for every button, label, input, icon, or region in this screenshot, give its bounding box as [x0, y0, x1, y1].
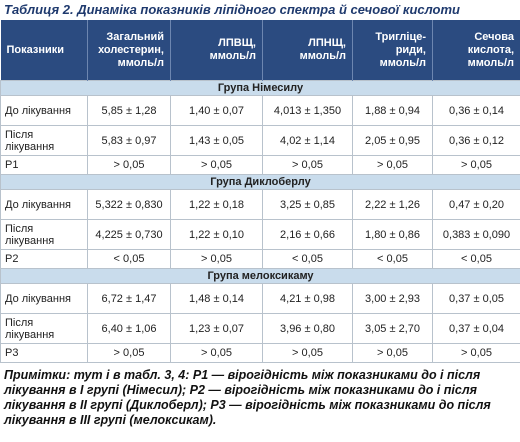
cell: > 0,05: [352, 155, 433, 175]
row-label: До лікування: [0, 283, 88, 314]
table-row: P1 > 0,05 > 0,05 > 0,05 > 0,05 > 0,05: [0, 155, 520, 175]
cell: 1,80 ± 0,86: [352, 219, 433, 250]
header-row: Показники Загальний холестерин, ммоль/л ЛП…: [0, 20, 520, 81]
row-label: P3: [0, 343, 88, 363]
table-row: P3 > 0,05 > 0,05 > 0,05 > 0,05 > 0,05: [0, 343, 520, 363]
cell: 0,36 ± 0,12: [432, 125, 520, 156]
header-cell: Сечова кислота, ммоль/л: [432, 20, 520, 81]
cell: 0,37 ± 0,04: [432, 313, 520, 344]
cell: > 0,05: [87, 343, 171, 363]
cell: < 0,05: [87, 249, 171, 269]
cell: > 0,05: [170, 249, 263, 269]
cell: 3,05 ± 2,70: [352, 313, 433, 344]
cell: > 0,05: [87, 155, 171, 175]
data-table: Показники Загальний холестерин, ммоль/л ЛП…: [0, 20, 520, 363]
row-label: Після лікування: [0, 313, 88, 344]
cell: 5,322 ± 0,830: [87, 189, 171, 220]
cell: 4,013 ± 1,350: [262, 95, 353, 126]
cell: 6,40 ± 1,06: [87, 313, 171, 344]
cell: < 0,05: [262, 249, 353, 269]
row-label: До лікування: [0, 189, 88, 220]
table-row: Після лікування 6,40 ± 1,06 1,23 ± 0,07 3,9…: [0, 313, 520, 344]
cell: > 0,05: [262, 155, 353, 175]
group-row: Група Диклоберлу: [0, 174, 520, 190]
table-title: Таблиця 2. Динаміка показників ліпідного…: [4, 2, 460, 17]
cell: > 0,05: [262, 343, 353, 363]
cell: > 0,05: [352, 343, 433, 363]
cell: 6,72 ± 1,47: [87, 283, 171, 314]
cell: 3,00 ± 2,93: [352, 283, 433, 314]
table-row: Після лікування 5,83 ± 0,97 1,43 ± 0,05 4,0…: [0, 125, 520, 156]
notes: Примітки: тут і в табл. 3, 4: P1 — вірог…: [4, 368, 491, 427]
group-row: Група Німесилу: [0, 80, 520, 96]
row-label: Після лікування: [0, 219, 88, 250]
cell: > 0,05: [432, 155, 520, 175]
cell: 4,21 ± 0,98: [262, 283, 353, 314]
cell: 3,25 ± 0,85: [262, 189, 353, 220]
group-title: Група Німесилу: [0, 80, 520, 96]
cell: < 0,05: [352, 249, 433, 269]
cell: < 0,05: [432, 249, 520, 269]
header-cell: ЛПВЩ, ммоль/л: [170, 20, 263, 81]
cell: 1,48 ± 0,14: [170, 283, 263, 314]
group-title: Група Диклоберлу: [0, 174, 520, 190]
cell: 1,40 ± 0,07: [170, 95, 263, 126]
cell: 0,37 ± 0,05: [432, 283, 520, 314]
row-label: P2: [0, 249, 88, 269]
cell: 1,43 ± 0,05: [170, 125, 263, 156]
header-cell: ЛПНЩ, ммоль/л: [262, 20, 353, 81]
table-row: До лікування 6,72 ± 1,47 1,48 ± 0,14 4,21 ±…: [0, 283, 520, 314]
cell: 5,83 ± 0,97: [87, 125, 171, 156]
header-cell: Тригліце-риди, ммоль/л: [352, 20, 433, 81]
cell: 1,22 ± 0,18: [170, 189, 263, 220]
table-row: P2 < 0,05 > 0,05 < 0,05 < 0,05 < 0,05: [0, 249, 520, 269]
row-label: Після лікування: [0, 125, 88, 156]
row-label: До лікування: [0, 95, 88, 126]
group-row: Група мелоксикаму: [0, 268, 520, 284]
cell: 1,23 ± 0,07: [170, 313, 263, 344]
header-cell: Показники: [0, 20, 88, 81]
cell: 2,16 ± 0,66: [262, 219, 353, 250]
cell: 4,02 ± 1,14: [262, 125, 353, 156]
cell: > 0,05: [432, 343, 520, 363]
cell: 1,22 ± 0,10: [170, 219, 263, 250]
table-row: До лікування 5,322 ± 0,830 1,22 ± 0,18 3,25…: [0, 189, 520, 220]
table-row: Після лікування 4,225 ± 0,730 1,22 ± 0,10 2…: [0, 219, 520, 250]
cell: > 0,05: [170, 155, 263, 175]
cell: 2,05 ± 0,95: [352, 125, 433, 156]
cell: 0,36 ± 0,14: [432, 95, 520, 126]
cell: > 0,05: [170, 343, 263, 363]
table-body: Група Німесилу До лікування 5,85 ± 1,28 1,4…: [0, 80, 520, 363]
cell: 0,383 ± 0,090: [432, 219, 520, 250]
cell: 4,225 ± 0,730: [87, 219, 171, 250]
table-row: До лікування 5,85 ± 1,28 1,40 ± 0,07 4,013 …: [0, 95, 520, 126]
cell: 0,47 ± 0,20: [432, 189, 520, 220]
cell: 1,88 ± 0,94: [352, 95, 433, 126]
row-label: P1: [0, 155, 88, 175]
group-title: Група мелоксикаму: [0, 268, 520, 284]
cell: 5,85 ± 1,28: [87, 95, 171, 126]
cell: 3,96 ± 0,80: [262, 313, 353, 344]
cell: 2,22 ± 1,26: [352, 189, 433, 220]
header-cell: Загальний холестерин, ммоль/л: [87, 20, 171, 81]
